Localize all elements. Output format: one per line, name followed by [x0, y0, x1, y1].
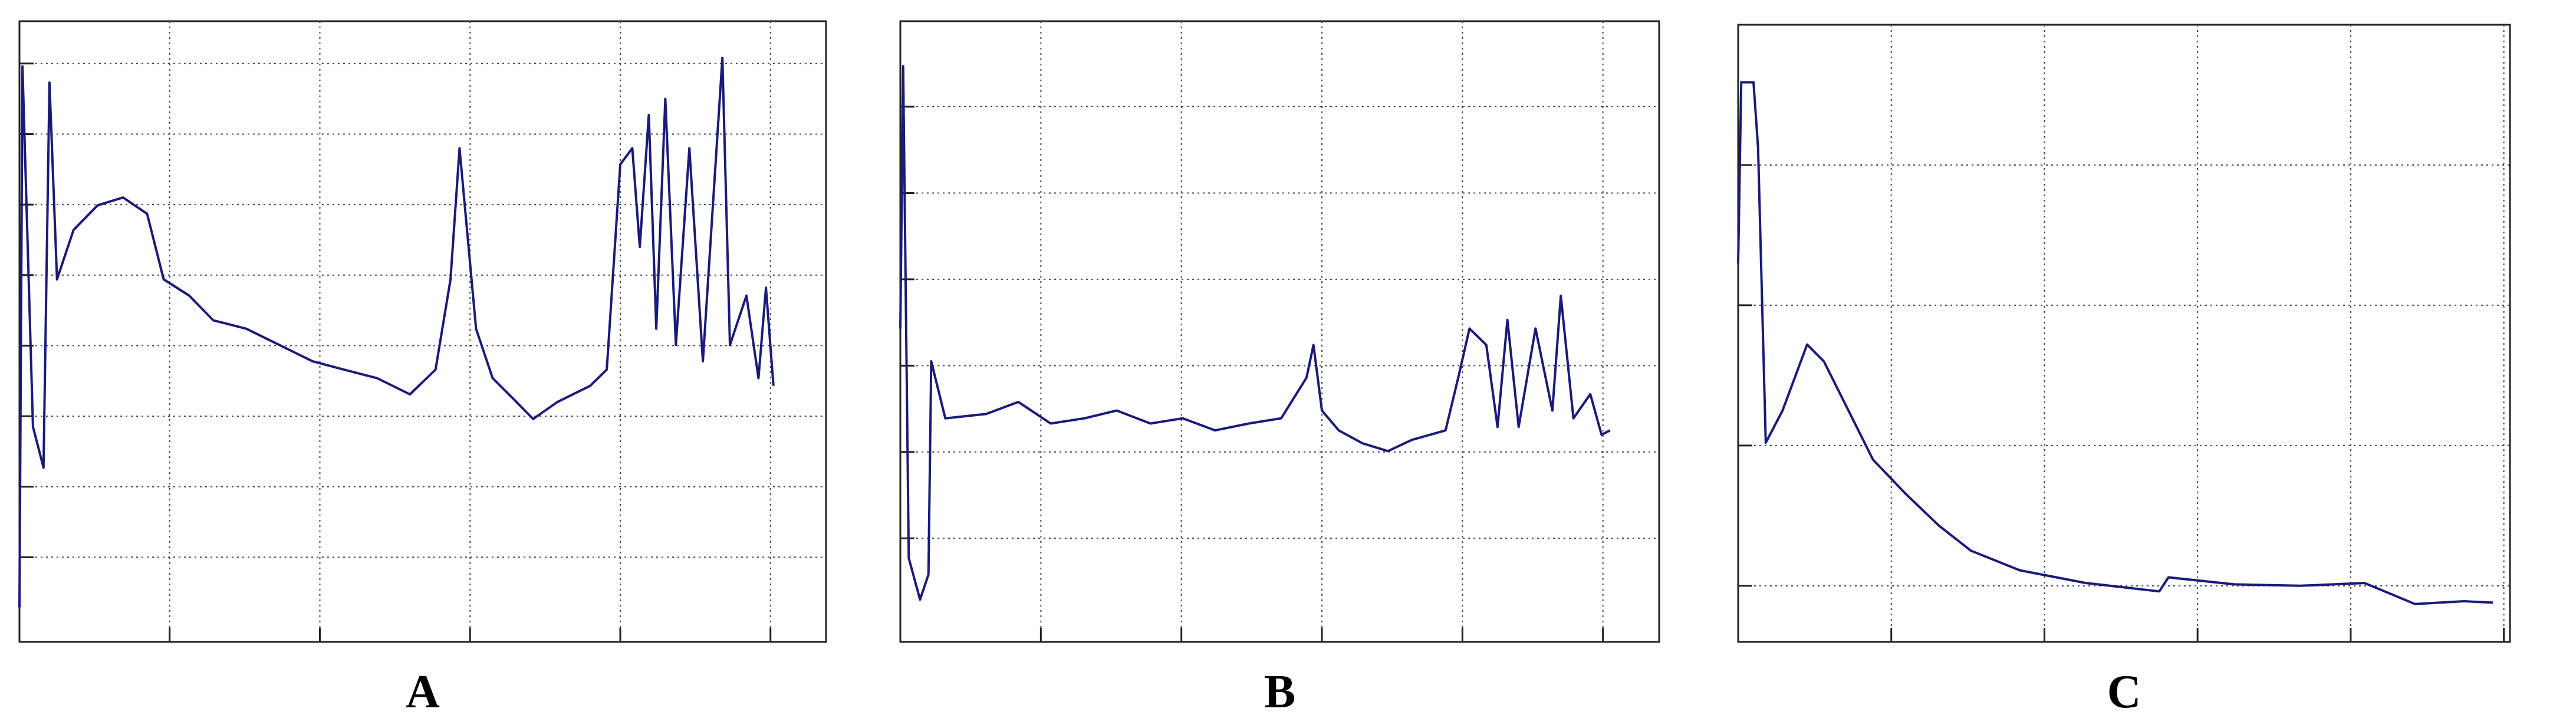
- panel-label: C: [2107, 666, 2141, 718]
- panel-label: A: [406, 666, 440, 718]
- trace: [1737, 81, 2493, 605]
- trace: [899, 65, 1611, 601]
- plot-frame: [18, 20, 827, 643]
- plot-frame: [899, 20, 1660, 643]
- panel-label: B: [1264, 666, 1295, 718]
- trace: [18, 57, 775, 608]
- plot-frame: [1737, 24, 2511, 643]
